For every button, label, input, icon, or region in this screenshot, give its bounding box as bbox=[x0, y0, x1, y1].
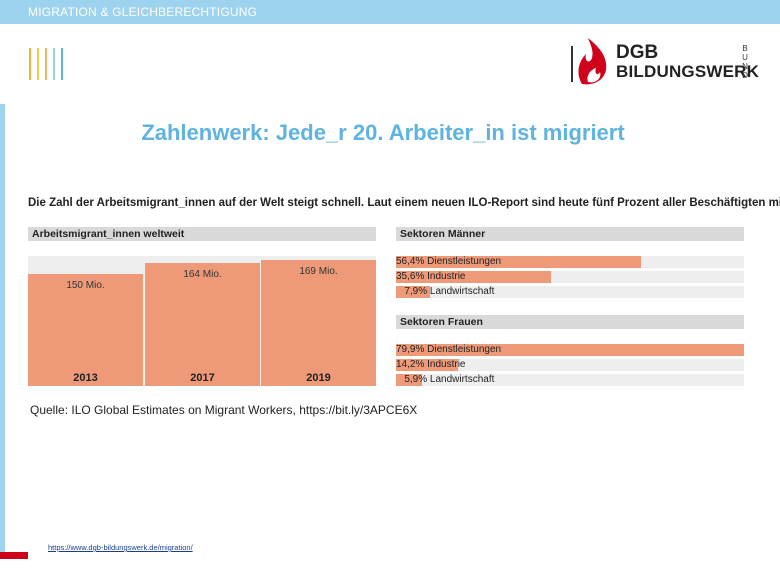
hbar-row: 7,9% Landwirtschaft bbox=[396, 286, 744, 298]
hbar-label: 14,2% Industrie bbox=[396, 359, 466, 370]
hbar-industrie bbox=[396, 359, 458, 371]
hbar-industrie bbox=[396, 271, 551, 283]
flame-logo-icon bbox=[571, 38, 607, 85]
hbar-landwirtschaft bbox=[396, 286, 430, 298]
hbar-dienstleistungen bbox=[396, 344, 744, 356]
bar-2019 bbox=[261, 260, 376, 386]
bar-2017 bbox=[145, 263, 260, 386]
red-accent-mark bbox=[0, 552, 28, 559]
hbar-label: 5,9% Landwirtschaft bbox=[396, 374, 495, 385]
left-accent-line bbox=[0, 104, 5, 559]
migrant-bar-chart: 150 Mio. 2013 164 Mio. 2017 169 Mio. 2019 bbox=[28, 256, 376, 386]
top-banner: MIGRATION & GLEICHBERECHTIGUNG bbox=[0, 0, 780, 24]
chart-title-women: Sektoren Frauen bbox=[396, 315, 744, 329]
hbar-row: 35,6% Industrie bbox=[396, 271, 744, 283]
hbar-label: 56,4% Dienstleistungen bbox=[396, 256, 502, 267]
dgb-logo: DGB BILDUNGSWERK B U N D bbox=[568, 38, 760, 88]
logo-text-bildungswerk: BILDUNGSWERK bbox=[616, 62, 760, 81]
bar-2013 bbox=[28, 274, 143, 386]
chart-title-migrants: Arbeitsmigrant_innen weltweit bbox=[28, 227, 376, 241]
hbar-row: 5,9% Landwirtschaft bbox=[396, 374, 744, 386]
bar-category-label: 2013 bbox=[73, 372, 98, 384]
bar-value-label: 164 Mio. bbox=[183, 269, 222, 280]
bar-category-label: 2017 bbox=[190, 372, 215, 384]
hbar-dienstleistungen bbox=[396, 256, 641, 268]
footer-link[interactable]: https://www.dgb-bildungswerk.de/migratio… bbox=[48, 543, 193, 552]
hbar-row: 79,9% Dienstleistungen bbox=[396, 344, 744, 356]
decorative-lines-icon bbox=[29, 48, 63, 80]
hbar-label: 35,6% Industrie bbox=[396, 271, 466, 282]
section-label: MIGRATION & GLEICHBERECHTIGUNG bbox=[28, 5, 258, 19]
hbar-row: 14,2% Industrie bbox=[396, 359, 744, 371]
logo-text-dgb: DGB bbox=[616, 42, 659, 63]
hbar-label: 79,9% Dienstleistungen bbox=[396, 344, 502, 355]
source-note: Quelle: ILO Global Estimates on Migrant … bbox=[30, 403, 418, 417]
chart-title-men: Sektoren Männer bbox=[396, 227, 744, 241]
hbar-label: 7,9% Landwirtschaft bbox=[396, 286, 495, 297]
logo-text-bund: B U N D bbox=[742, 44, 748, 80]
slide-subtitle: Die Zahl der Arbeitsmigrant_innen auf de… bbox=[28, 197, 780, 209]
bar-category-label: 2019 bbox=[306, 372, 331, 384]
hbar-landwirtschaft bbox=[396, 374, 422, 386]
bar-value-label: 150 Mio. bbox=[66, 280, 105, 291]
hbar-row: 56,4% Dienstleistungen bbox=[396, 256, 744, 268]
slide-title: Zahlenwerk: Jede_r 20. Arbeiter_in ist m… bbox=[141, 120, 625, 145]
bar-value-label: 169 Mio. bbox=[299, 266, 338, 277]
